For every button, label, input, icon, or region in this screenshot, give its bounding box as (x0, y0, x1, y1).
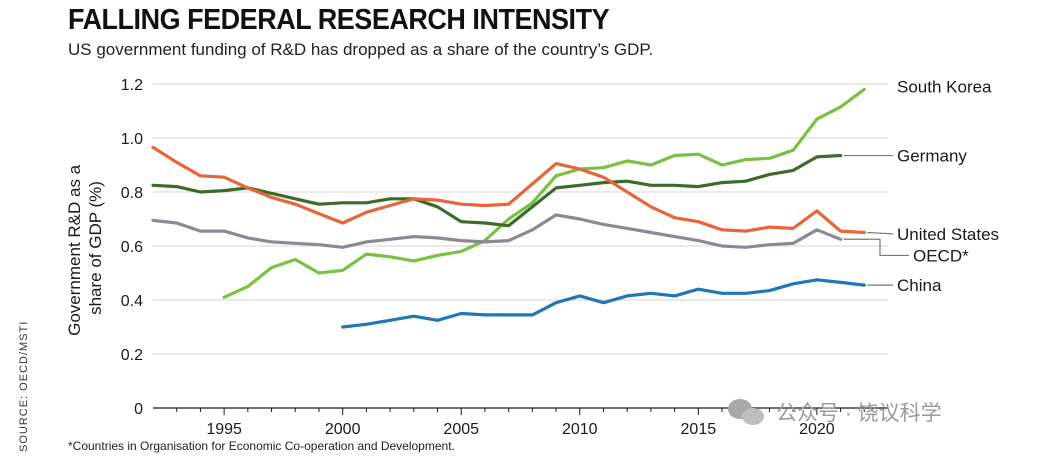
chart-title: FALLING FEDERAL RESEARCH INTENSITY (68, 4, 610, 36)
y-tick-label: 0.2 (121, 347, 143, 364)
series-label: Germany (897, 147, 967, 166)
y-tick-label: 0.6 (121, 239, 143, 256)
watermark-text: 公众号 · 饶议科学 (776, 402, 942, 425)
y-tick-label: 0 (134, 401, 143, 418)
series-line-china (341, 278, 866, 329)
y-tick-label: 0.8 (121, 185, 143, 202)
y-axis-label-line-2: share of GDP (%) (86, 181, 105, 315)
series-labels: South Korea Germany United States OECD* Chin… (843, 78, 999, 295)
y-axis-label-line-1: Government R&D as a (65, 164, 84, 336)
x-tick-label: 2010 (562, 421, 598, 438)
chart-subtitle: US government funding of R&D has dropped… (68, 40, 654, 59)
series-label: China (897, 276, 942, 295)
series-line-oecd (151, 213, 843, 249)
series-line-south-korea (222, 87, 866, 299)
series-label: United States (897, 225, 999, 244)
y-tick-label: 1.0 (121, 131, 143, 148)
source-note: SOURCE: OECD/MSTI (18, 320, 30, 452)
series-line-united-states (151, 145, 866, 235)
x-tick-label: 2000 (325, 421, 361, 438)
x-tick-label: 1995 (206, 421, 242, 438)
y-axis-label: Government R&D as a share of GDP (%) (65, 160, 105, 336)
watermark: 公众号 · 饶议科学 (728, 397, 942, 427)
series-line-germany (151, 153, 843, 228)
x-tick-label: 2020 (799, 421, 835, 438)
axes: 0 0.2 0.4 0.6 0.8 1.0 1.2 1995 2000 2005 2010 2015 2… (121, 77, 888, 438)
x-tick-label: 2005 (443, 421, 479, 438)
series-label: OECD* (913, 246, 969, 265)
series-label: South Korea (897, 78, 992, 97)
wechat-icon (728, 397, 768, 427)
leader-line (843, 238, 909, 257)
gridlines (153, 83, 888, 355)
footnote: *Countries in Organisation for Economic … (68, 439, 455, 453)
series-lines (151, 87, 866, 329)
y-tick-label: 1.2 (121, 77, 143, 94)
x-tick-label: 2015 (681, 421, 717, 438)
y-tick-label: 0.4 (121, 293, 143, 310)
leader-line (867, 231, 894, 235)
